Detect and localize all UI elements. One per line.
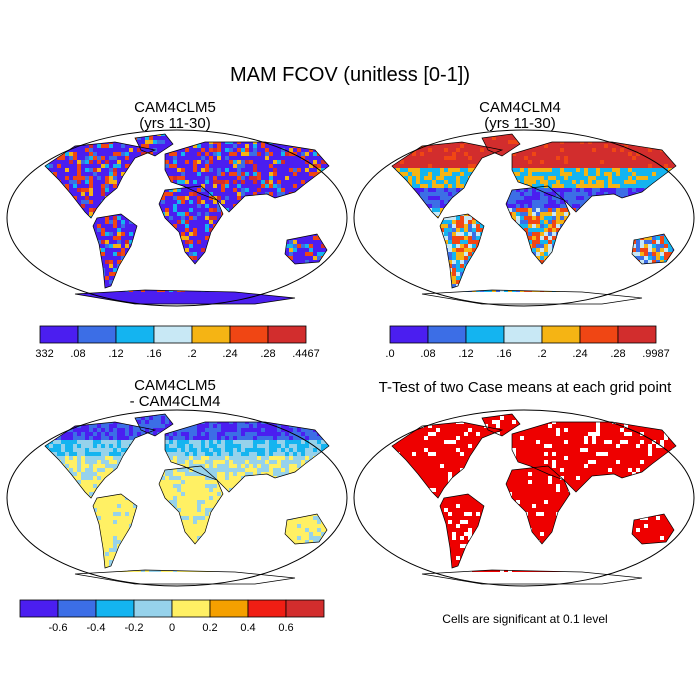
coastline-antarctica: [421, 289, 643, 305]
coastline-africa: [505, 465, 571, 545]
coastline-europe-asia: [164, 421, 330, 493]
map-outline: [6, 409, 348, 587]
colorbar-segment: [503, 325, 543, 344]
coastline-antarctica: [421, 569, 643, 585]
colorbar-tick-label: .16: [146, 348, 161, 360]
coastline-south-america: [92, 493, 138, 569]
panel-title-line2: (yrs 11-30): [139, 115, 211, 132]
colorbar-tick-label: .24: [222, 348, 237, 360]
map-cam4clm4: [353, 129, 695, 307]
panel-title-cam4clm5: CAM4CLM5 (yrs 11-30): [75, 100, 275, 132]
colorbar-segment: [389, 325, 429, 344]
colorbar-segment: [153, 325, 193, 344]
figure-title: MAM FCOV (unitless [0-1]): [229, 64, 471, 86]
colorbar-segment: [465, 325, 505, 344]
colorbar-tick-label: 0.2: [202, 622, 217, 634]
colorbar-segment: [171, 599, 211, 618]
colorbar-tick-label: .08: [420, 348, 435, 360]
coastline-europe-asia: [511, 141, 677, 213]
colorbar-segment: [133, 599, 173, 618]
colorbar-segment: [19, 599, 59, 618]
colorbar-segment: [285, 599, 325, 618]
colorbar-tick-label: -0.6: [49, 622, 68, 634]
panel-title-ttest: T-Test of two Case means at each grid po…: [378, 379, 672, 396]
colorbar-difference: -0.6 -0.4 -0.2 0 0.2 0.4 0.6: [19, 599, 325, 634]
map-cam4clm5: [6, 129, 348, 307]
map-difference: [6, 409, 348, 587]
panel-title-line1: CAM4CLM4: [479, 99, 561, 116]
coastline-south-america: [439, 493, 485, 569]
colorbar-tick-label: .2: [187, 348, 196, 360]
panel-title-line1: CAM4CLM5: [134, 377, 216, 394]
colorbar-segment: [115, 325, 155, 344]
colorbar-segment: [95, 599, 135, 618]
panel-title-line1: CAM4CLM5: [134, 99, 216, 116]
colorbar-tick-label: .0: [385, 348, 394, 360]
colorbar-tick-label: 0.6: [278, 622, 293, 634]
coastline-antarctica: [74, 569, 296, 585]
panel-title-line2: (yrs 11-30): [484, 115, 556, 132]
colorbar-tick-label: 0.4: [240, 622, 255, 634]
panel-title-difference: CAM4CLM5 - CAM4CLM4: [75, 378, 275, 410]
colorbar-segment: [579, 325, 619, 344]
coastline-australia: [284, 513, 328, 545]
coastline-antarctica: [74, 289, 296, 305]
colorbar-tick-label: .08: [70, 348, 85, 360]
panel-title-line2: - CAM4CLM4: [129, 393, 221, 410]
coastline-south-america: [439, 213, 485, 289]
coastline-europe-asia: [164, 141, 330, 213]
coastline-north-america: [391, 421, 504, 499]
colorbar-tick-label: .4467: [292, 348, 320, 360]
significance-note: Cells are significant at 0.1 level: [442, 612, 608, 626]
coastline-south-america: [92, 213, 138, 289]
colorbar-segment: [229, 325, 269, 344]
colorbar-cam4clm5: .0332 .08 .12 .16 .2 .24 .28 .4467: [35, 325, 320, 360]
colorbar-tick-label: .2: [537, 348, 546, 360]
coastline-greenland: [134, 413, 174, 437]
colorbar-segment: [57, 599, 97, 618]
coastline-australia: [631, 233, 675, 265]
colorbar-segment: [39, 325, 79, 344]
coastline-australia: [284, 233, 328, 265]
coastline-australia: [631, 513, 675, 545]
map-outline: [6, 129, 348, 307]
colorbar-tick-label: .28: [260, 348, 275, 360]
coastline-greenland: [481, 133, 521, 157]
colorbar-segment: [617, 325, 657, 344]
map-outline: [353, 129, 695, 307]
coastline-north-america: [391, 141, 504, 219]
panel-title-cam4clm4: CAM4CLM4 (yrs 11-30): [420, 100, 620, 132]
colorbar-tick-label: .28: [610, 348, 625, 360]
colorbar-segment: [427, 325, 467, 344]
coastline-north-america: [44, 141, 157, 219]
colorbar-tick-label: .12: [108, 348, 123, 360]
colorbar-segment: [541, 325, 581, 344]
coastline-africa: [158, 465, 224, 545]
colorbar-segment: [267, 325, 307, 344]
map-ttest: [353, 409, 695, 587]
colorbar-segment: [209, 599, 249, 618]
colorbar-tick-label: -0.4: [87, 622, 106, 634]
colorbar-tick-label: .16: [496, 348, 511, 360]
coastline-africa: [505, 185, 571, 265]
colorbar-segment: [77, 325, 117, 344]
colorbar-tick-label: 0: [169, 622, 175, 634]
colorbar-tick-label: .9987: [642, 348, 670, 360]
coastline-greenland: [134, 133, 174, 157]
colorbar-segment: [247, 599, 287, 618]
colorbar-tick-label: .0332: [35, 348, 54, 360]
colorbar-cam4clm4: .0 .08 .12 .16 .2 .24 .28 .9987: [385, 325, 670, 360]
coastline-greenland: [481, 413, 521, 437]
colorbar-segment: [191, 325, 231, 344]
coastline-north-america: [44, 421, 157, 499]
coastline-africa: [158, 185, 224, 265]
colorbar-tick-label: .12: [458, 348, 473, 360]
map-outline: [353, 409, 695, 587]
colorbar-tick-label: .24: [572, 348, 587, 360]
coastline-europe-asia: [511, 421, 677, 493]
colorbar-tick-label: -0.2: [125, 622, 144, 634]
